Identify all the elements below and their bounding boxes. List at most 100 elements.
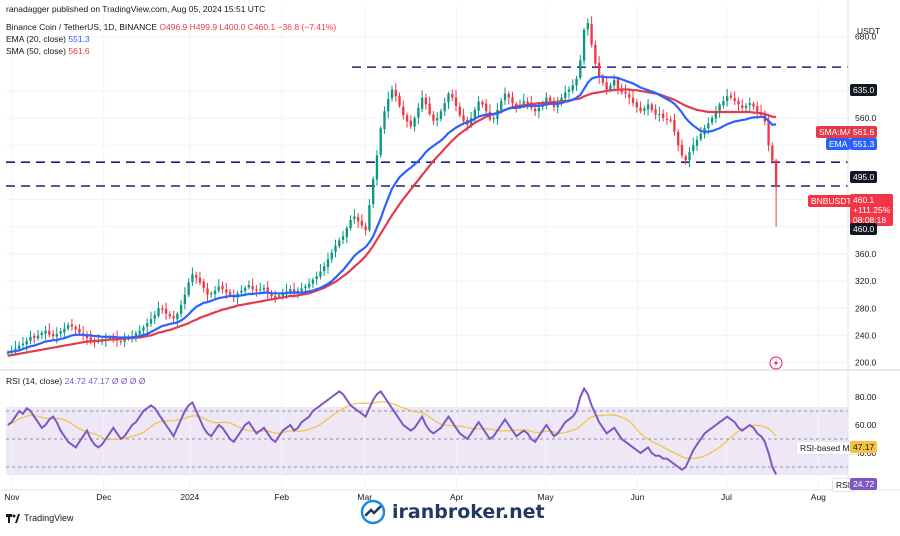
candle-body: [277, 295, 281, 297]
candle-body: [699, 133, 702, 140]
candle-body: [379, 128, 382, 156]
candle-body: [364, 226, 367, 231]
candle-body: [149, 319, 153, 324]
candle-body: [650, 104, 654, 110]
candle-body: [21, 343, 25, 346]
sma-tag-label: SMA:MA: [816, 126, 856, 138]
candle-body: [274, 296, 277, 298]
rsi-axis-label: 60.00: [855, 420, 877, 430]
candle-body: [108, 337, 111, 339]
candle-body: [605, 82, 608, 90]
rsi-axis-label: 80.00: [855, 392, 877, 402]
candle-body: [556, 104, 559, 108]
candle-body: [326, 259, 330, 267]
candle-body: [383, 111, 386, 130]
candle-body: [210, 293, 213, 295]
candle-body: [616, 79, 620, 89]
candle-body: [767, 120, 770, 146]
candle-body: [748, 103, 751, 106]
pair-tag-label: BNBUSDT: [808, 195, 855, 207]
candle-body: [579, 60, 582, 78]
candle-body: [29, 336, 32, 341]
candle-body: [639, 107, 642, 112]
watermark: iranbroker.net: [360, 498, 545, 526]
candle-body: [597, 62, 601, 78]
currency-label[interactable]: USDT: [857, 26, 881, 36]
candle-body: [18, 345, 21, 349]
candle-body: [402, 106, 405, 116]
candle-body: [262, 287, 266, 290]
candle-body: [51, 333, 55, 337]
sma-legend[interactable]: SMA (50, close) 561.6: [6, 46, 90, 56]
candle-body: [206, 288, 209, 295]
candle-body: [669, 119, 672, 121]
candle-body: [582, 29, 586, 61]
tradingview-logo[interactable]: TradingView: [6, 513, 74, 523]
broker-logo-icon: [360, 499, 386, 525]
price-axis-label: 360.0: [855, 249, 877, 259]
rsi-axis-label: 40.00: [855, 448, 877, 458]
price-axis-label: 280.0: [855, 303, 877, 313]
candle-body: [247, 285, 251, 288]
candle-body: [733, 98, 736, 102]
candle-body: [221, 285, 224, 290]
candle-body: [213, 290, 217, 295]
candle-body: [417, 107, 420, 118]
candle-body: [14, 348, 17, 350]
candle-body: [729, 95, 733, 98]
candle-body: [680, 144, 684, 156]
candle-body: [59, 331, 62, 334]
candle-body: [78, 328, 81, 333]
ema-legend-label: EMA (20, close): [6, 34, 66, 44]
candle-body: [138, 330, 141, 335]
pair-price-box: 460.1 +111.25% 08:08:18: [850, 194, 894, 226]
candle-body: [300, 288, 303, 292]
candle-body: [259, 289, 262, 291]
candle-body: [311, 279, 315, 284]
candle-body: [756, 106, 759, 112]
level-tag-635: 635.0: [850, 84, 878, 96]
candle-body: [304, 286, 307, 289]
candle-body: [774, 160, 778, 186]
published-line: ranadagger published on TradingView.com,…: [6, 4, 266, 14]
candle-body: [462, 115, 465, 121]
candle-body: [243, 287, 247, 292]
candle-body: [123, 339, 126, 342]
rsi-line[interactable]: [7, 386, 777, 475]
candle-body: [368, 205, 371, 231]
candle-body: [458, 106, 461, 116]
candle-body: [142, 327, 145, 331]
candle-body: [74, 327, 77, 330]
candle-body: [548, 97, 552, 102]
candle-body: [360, 220, 364, 226]
rsi-ma-tag-value: 47.17: [850, 441, 878, 453]
candle-body: [172, 316, 175, 319]
ema-line[interactable]: [7, 75, 777, 354]
lightning-icon[interactable]: [769, 356, 783, 370]
time-axis-label: Nov: [4, 492, 20, 502]
candle-body: [439, 111, 443, 119]
time-axis-label: Aug: [811, 492, 826, 502]
candle-body: [48, 330, 51, 335]
time-axis-label: Mar: [357, 492, 372, 502]
candle-body: [451, 94, 454, 98]
candle-body: [398, 95, 401, 106]
ema-legend[interactable]: EMA (20, close) 551.3: [6, 34, 90, 44]
candle-body: [484, 103, 488, 112]
candle-body: [157, 308, 160, 316]
candle-body: [63, 328, 66, 333]
rsi-legend[interactable]: RSI (14, close) 24.72 47.17 Ø Ø Ø Ø: [6, 376, 145, 386]
sma-legend-value: 561.6: [68, 46, 90, 56]
candle-body: [613, 80, 616, 86]
candle-body: [25, 340, 28, 345]
candle-body: [168, 314, 171, 317]
candle-body: [500, 101, 503, 110]
candle-body: [710, 118, 714, 123]
tradingview-brand: TradingView: [24, 513, 74, 523]
candle-body: [372, 179, 375, 205]
tradingview-icon: [6, 513, 20, 523]
rsi-ma-line[interactable]: [7, 401, 777, 460]
candle-body: [722, 101, 725, 106]
watermark-text: iranbroker.net: [392, 501, 545, 523]
